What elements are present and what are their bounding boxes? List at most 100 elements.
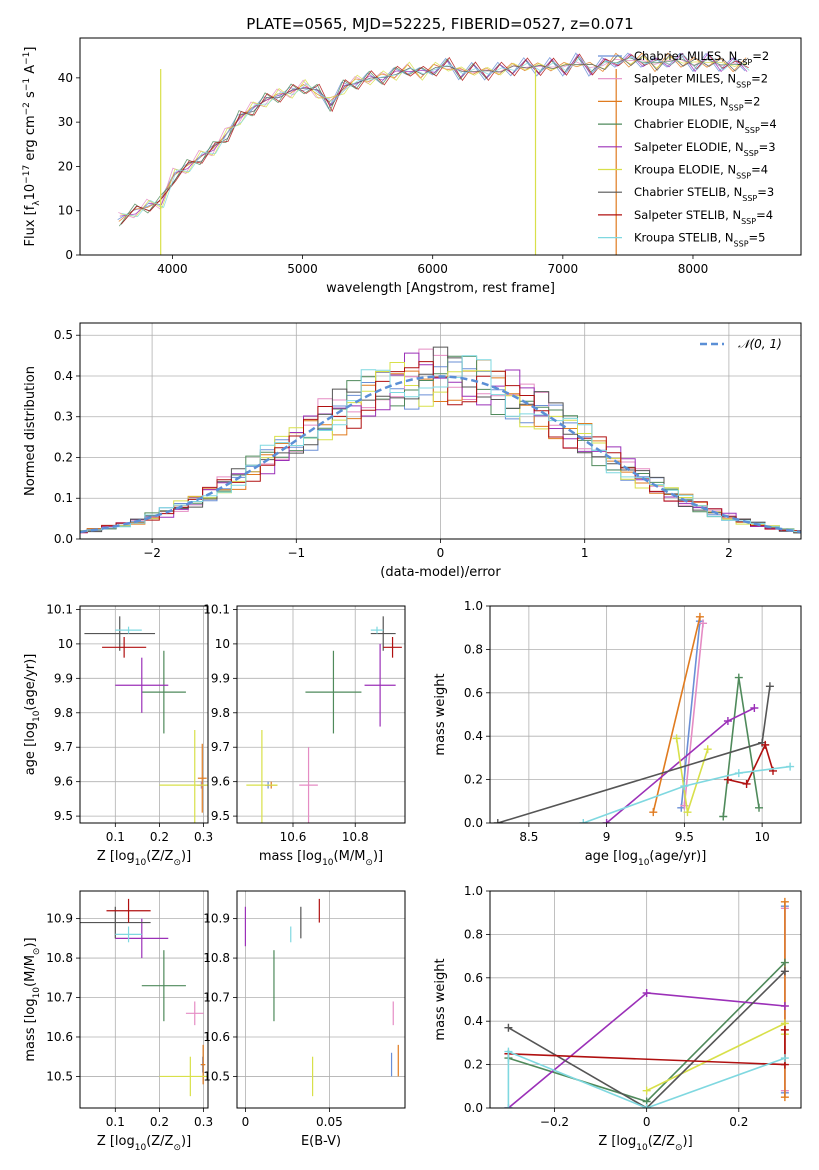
weight-marker xyxy=(642,1086,651,1095)
y-tick-label: 0.2 xyxy=(464,773,483,787)
weight-line xyxy=(497,686,771,823)
weight-marker xyxy=(765,682,774,691)
histogram-step xyxy=(80,362,801,533)
x-tick-label: 0.3 xyxy=(194,830,213,844)
x-tick-label: 0.05 xyxy=(316,1115,343,1129)
weight-marker xyxy=(761,740,770,749)
y-tick-label: 9.6 xyxy=(54,775,73,789)
plot-area xyxy=(80,898,208,1097)
y-tick-label: 0.2 xyxy=(54,450,73,464)
spectrum-line xyxy=(120,55,748,217)
weight-marker xyxy=(780,1002,789,1011)
x-tick-label: 0.2 xyxy=(150,1115,169,1129)
weight-marker xyxy=(719,812,728,821)
y-tick-label: 9.7 xyxy=(211,740,230,754)
legend-entry: 𝒩(0, 1) xyxy=(738,337,782,351)
y-tick-label: 10.8 xyxy=(203,951,230,965)
panel-age-vs-mass: 10.6 10.8 9.5 9.6 9.7 9.8 9.9 10 10.1 mass [log10… xyxy=(203,602,406,868)
y-tick-label: 9.9 xyxy=(211,671,230,685)
weight-marker xyxy=(780,1025,789,1034)
y-axis-label: Normed distribution xyxy=(23,366,38,496)
plot-area xyxy=(493,612,795,823)
figure-title: PLATE=0565, MJD=52225, FIBERID=0527, z=0… xyxy=(246,15,633,33)
weight-line xyxy=(507,1050,786,1108)
plot-area xyxy=(80,346,801,534)
x-tick-label: 2 xyxy=(725,546,733,560)
y-tick-label: 0 xyxy=(65,248,73,262)
weight-marker xyxy=(602,819,611,823)
x-tick-label: 8.5 xyxy=(519,830,538,844)
legend: Chabrier MILES, NSSP=2 Salpeter MILES, NS… xyxy=(598,49,777,248)
plot-area xyxy=(246,616,402,823)
axes-frame xyxy=(489,605,802,824)
panel-mass-vs-Z: 0.1 0.2 0.3 10.5 10.6 10.7 10.8 10.9 Z [log10(Z/… xyxy=(23,890,213,1153)
plot-area xyxy=(84,616,208,823)
axes-frame xyxy=(236,605,406,824)
y-tick-label: 30 xyxy=(58,115,73,129)
y-tick-label: 0.4 xyxy=(54,369,73,383)
weight-marker xyxy=(683,808,692,817)
y-tick-label: 0.1 xyxy=(54,491,73,505)
axes-frame xyxy=(489,890,802,1109)
plot-area xyxy=(117,52,750,255)
y-tick-label: 0.4 xyxy=(464,1014,483,1028)
y-tick-label: 10.7 xyxy=(203,991,230,1005)
y-tick-label: 20 xyxy=(58,159,73,173)
y-axis-label: age [log10(age/yr)] xyxy=(23,654,42,776)
x-tick-label: 0.2 xyxy=(729,1115,748,1129)
panels: 4000 5000 6000 7000 8000010203040wavelength … xyxy=(22,37,802,1153)
axes-frame xyxy=(79,605,209,824)
axes-frame xyxy=(236,890,406,1109)
legend-entry: Salpeter MILES, NSSP=2 xyxy=(634,72,768,90)
x-axis-label: age [log10(age/yr)] xyxy=(585,849,707,868)
x-axis-label: mass [log10(M/M⊙)] xyxy=(259,849,383,868)
y-tick-label: 9.5 xyxy=(211,809,230,823)
axes-frame xyxy=(79,890,209,1109)
x-axis-label: Z [log10(Z/Z⊙)] xyxy=(97,849,191,868)
y-tick-label: 10 xyxy=(58,637,73,651)
y-tick-label: 10.5 xyxy=(203,1069,230,1083)
y-tick-label: 0.0 xyxy=(464,1101,483,1115)
y-tick-label: 1.0 xyxy=(464,884,483,898)
x-tick-label: 8000 xyxy=(678,262,709,276)
weight-marker xyxy=(695,612,704,621)
weight-marker xyxy=(504,1104,513,1108)
y-tick-label: 0.4 xyxy=(464,729,483,743)
weight-line xyxy=(680,621,701,808)
y-tick-label: 0.0 xyxy=(54,532,73,546)
y-tick-label: 10.9 xyxy=(203,912,230,926)
x-tick-label: 0.1 xyxy=(106,1115,125,1129)
x-axis-label: wavelength [Angstrom, rest frame] xyxy=(326,281,555,296)
x-tick-label: 0.2 xyxy=(150,830,169,844)
y-tick-label: 9.6 xyxy=(211,775,230,789)
y-axis-label: mass weight xyxy=(433,958,448,1040)
normal-curve xyxy=(80,375,801,534)
x-tick-label: 9.5 xyxy=(675,830,694,844)
histogram-step xyxy=(80,352,801,533)
weight-marker xyxy=(642,988,651,997)
panel-age-vs-Z: 0.1 0.2 0.3 9.5 9.6 9.7 9.8 9.9 10 10.1 Z [log10(Z… xyxy=(23,602,213,868)
legend-entry: Kroupa MILES, NSSP=2 xyxy=(634,94,760,112)
panel-mass-vs-EBV: 0 0.05 10.5 10.6 10.7 10.8 10.9 E(B-V) xyxy=(203,890,406,1149)
x-tick-label: 4000 xyxy=(157,262,188,276)
x-tick-label: 0 xyxy=(437,546,445,560)
weight-marker xyxy=(649,808,658,817)
x-tick-label: 0 xyxy=(643,1115,651,1129)
y-tick-label: 10 xyxy=(215,637,230,651)
x-tick-label: −2 xyxy=(143,546,161,560)
legend-entry: Chabrier ELODIE, NSSP=4 xyxy=(634,117,777,135)
weight-line xyxy=(583,765,791,823)
legend-entry: Chabrier STELIB, NSSP=3 xyxy=(634,185,774,203)
histogram-step xyxy=(80,348,801,534)
y-tick-label: 40 xyxy=(58,71,73,85)
x-tick-label: 10.8 xyxy=(342,830,369,844)
x-tick-label: 0 xyxy=(242,1115,250,1129)
x-axis-label: Z [log10(Z/Z⊙)] xyxy=(598,1134,692,1153)
x-tick-label: 0.1 xyxy=(106,830,125,844)
weight-marker xyxy=(734,673,743,682)
weight-marker xyxy=(780,1093,789,1102)
weight-marker xyxy=(680,782,689,791)
y-tick-label: 0.3 xyxy=(54,410,73,424)
weight-marker xyxy=(703,745,712,754)
spectrum-line xyxy=(121,54,750,218)
